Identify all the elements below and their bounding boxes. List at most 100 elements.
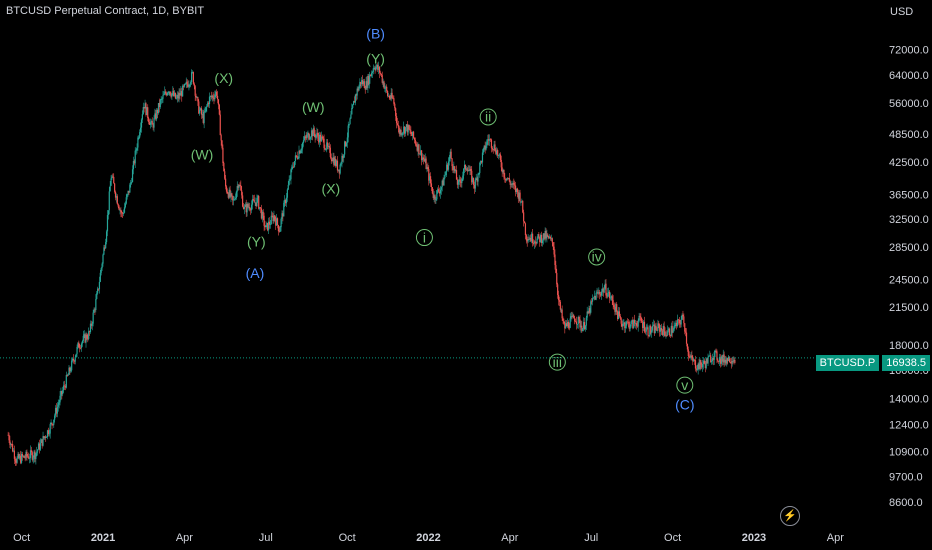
candle-body xyxy=(393,98,395,104)
candle-body xyxy=(538,234,540,237)
candle-body xyxy=(180,91,182,96)
candle-body xyxy=(293,166,295,168)
candle-body xyxy=(709,355,711,357)
x-tick-label: Oct xyxy=(13,532,30,544)
candle-body xyxy=(472,177,474,183)
candle-body xyxy=(118,206,120,210)
candle-body xyxy=(317,132,319,137)
candle-body xyxy=(659,327,662,332)
candle-body xyxy=(329,147,331,158)
candle-body xyxy=(224,171,226,179)
candle-body xyxy=(304,136,306,138)
candle-body xyxy=(460,181,462,183)
candle-body xyxy=(521,200,523,202)
candle-body xyxy=(53,419,55,425)
candle-body xyxy=(39,442,41,450)
candle-body xyxy=(196,97,198,98)
lightning-icon[interactable]: ⚡ xyxy=(780,506,800,526)
candle-body xyxy=(656,329,658,331)
candle-body xyxy=(649,325,651,337)
candle-body xyxy=(348,124,350,126)
candle-body xyxy=(618,311,621,317)
candle-body xyxy=(590,301,592,313)
candle-body xyxy=(390,92,392,99)
candle-body xyxy=(74,357,76,362)
candle-body xyxy=(244,204,246,207)
candle-body xyxy=(420,150,422,154)
candle-body xyxy=(98,281,101,290)
candle-body xyxy=(614,307,616,312)
candle-body xyxy=(491,147,493,150)
candle-body xyxy=(318,136,320,143)
candle-body xyxy=(54,407,57,416)
candle-body xyxy=(131,182,133,183)
candle-body xyxy=(208,96,211,105)
candle-body xyxy=(70,370,72,372)
candle-body xyxy=(559,301,561,310)
candle-body xyxy=(561,309,563,319)
candle-body xyxy=(223,163,225,172)
candle-body xyxy=(730,362,732,364)
candle-body xyxy=(668,328,671,336)
candle-body xyxy=(563,320,565,324)
candle-body xyxy=(327,146,330,147)
candle-body xyxy=(51,422,53,425)
candle-body xyxy=(389,98,391,99)
candle-body xyxy=(281,213,283,219)
candle-body xyxy=(600,294,602,296)
candle-body xyxy=(132,160,135,170)
candle-body xyxy=(21,453,24,457)
candle-body xyxy=(148,118,150,122)
y-tick-label: 8600.0 xyxy=(889,497,923,509)
candle-body xyxy=(114,183,116,192)
candle-body xyxy=(64,386,67,388)
candle-body xyxy=(533,241,535,244)
candle-body xyxy=(603,288,605,293)
candle-body xyxy=(370,73,373,77)
candle-body xyxy=(157,102,160,114)
candle-body xyxy=(528,239,530,240)
candle-body xyxy=(628,322,630,329)
candle-body xyxy=(498,154,501,156)
candle-body xyxy=(679,323,681,325)
candle-body xyxy=(87,338,89,340)
candle-body xyxy=(575,321,578,325)
candle-body xyxy=(725,359,727,364)
candle-body xyxy=(23,455,25,458)
candle-body xyxy=(166,92,169,96)
candle-body xyxy=(30,450,33,453)
candle-body xyxy=(292,166,294,168)
candle-body xyxy=(338,169,340,174)
candle-body xyxy=(680,319,682,325)
candle-body xyxy=(594,295,596,300)
candle-body xyxy=(703,360,706,364)
candle-body xyxy=(319,134,322,142)
candle-body xyxy=(678,319,680,324)
candle-body xyxy=(608,291,611,299)
candle-body xyxy=(368,76,370,84)
candle-body xyxy=(469,169,471,171)
currency-label: USD xyxy=(890,6,913,18)
candle-body xyxy=(173,91,175,96)
candle-body xyxy=(412,131,414,136)
candle-body xyxy=(239,184,241,186)
candle-body xyxy=(263,215,265,226)
candle-body xyxy=(556,272,558,285)
candle-body xyxy=(728,356,731,363)
candle-body xyxy=(399,129,401,134)
candle-body xyxy=(346,137,348,143)
y-tick-label: 12400.0 xyxy=(889,419,929,431)
candle-body xyxy=(148,121,151,125)
candle-body xyxy=(45,436,47,438)
candle-body xyxy=(57,404,59,407)
candle-body xyxy=(571,316,573,318)
candle-body xyxy=(536,238,538,244)
x-tick-label: 2022 xyxy=(416,532,440,544)
candle-body xyxy=(494,144,496,152)
candle-body xyxy=(181,91,183,97)
candle-body xyxy=(108,191,110,211)
candle-body xyxy=(10,443,12,445)
candle-body xyxy=(259,207,262,209)
candle-body xyxy=(251,199,254,205)
